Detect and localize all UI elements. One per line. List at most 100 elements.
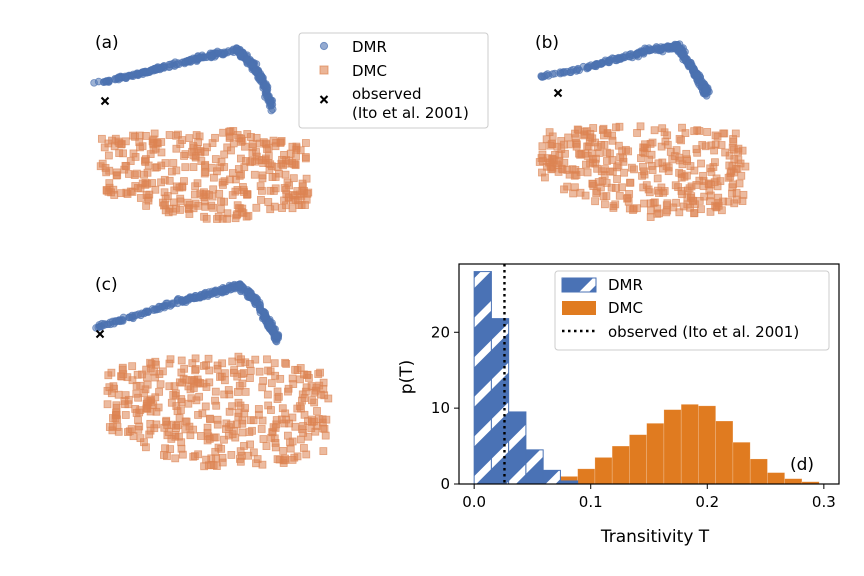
dmc-point — [257, 195, 265, 204]
dmc-point — [151, 185, 160, 194]
dmc-point — [134, 416, 142, 425]
dmc-point — [720, 129, 729, 138]
dmc-point — [271, 371, 280, 380]
dmc-point — [165, 382, 174, 391]
dmc-point — [243, 130, 252, 138]
dmc-point — [256, 182, 265, 191]
dmc-point — [227, 450, 236, 459]
histogram-frame — [458, 263, 840, 485]
dmc-point — [603, 148, 611, 157]
histogram-bar-dmc — [646, 423, 665, 484]
dmc-point — [151, 357, 160, 366]
histogram-bar-dmc — [767, 472, 785, 484]
dmc-point — [697, 159, 705, 168]
dmr-point — [160, 303, 169, 312]
dmc-point — [564, 133, 573, 142]
dmr-point — [701, 86, 710, 95]
dmc-point — [199, 379, 208, 388]
dmc-point — [248, 140, 257, 149]
dmc-point — [302, 383, 311, 392]
dmc-point — [237, 170, 245, 179]
dmc-point — [129, 432, 138, 441]
dmr-point — [652, 43, 661, 51]
dmc-point — [140, 438, 148, 447]
dmc-point — [252, 203, 261, 212]
dmc-point — [626, 178, 635, 187]
dmc-point — [302, 450, 311, 459]
dmc-point — [286, 444, 295, 453]
dmc-point — [613, 163, 621, 172]
dmc-point — [288, 142, 297, 151]
dmc-point — [258, 174, 267, 183]
x-tick-label: 0.2 — [695, 493, 719, 511]
dmc-point — [628, 163, 636, 172]
dmc-point — [186, 431, 195, 440]
dmc-point — [593, 187, 602, 196]
dmc-point — [259, 435, 268, 443]
dmc-point — [189, 151, 198, 160]
dmc-point — [620, 168, 629, 177]
dmc-point — [227, 146, 235, 155]
dmc-point — [678, 190, 686, 199]
dmc-point — [202, 361, 211, 369]
dmc-point — [615, 191, 624, 200]
dmc-point — [176, 197, 185, 206]
dmc-point — [655, 209, 663, 218]
dmc-point — [229, 139, 238, 148]
dmc-point — [686, 162, 695, 170]
dmc-point — [171, 454, 180, 463]
dmc-point — [297, 192, 306, 201]
histogram-bar-dmc — [594, 457, 613, 484]
dmc-point — [167, 434, 176, 443]
dmc-point — [288, 204, 297, 213]
dmc-point — [181, 163, 190, 172]
dmc-point — [278, 204, 286, 212]
dmc-point — [267, 433, 276, 442]
dmc-point — [165, 359, 174, 368]
dmc-point — [234, 409, 243, 417]
dmc-point — [602, 192, 611, 200]
dmc-point — [163, 421, 172, 429]
dmc-point — [593, 164, 602, 173]
dmc-point — [175, 378, 184, 387]
dmc-point — [712, 202, 721, 211]
dmc-point — [291, 422, 300, 431]
dmc-point — [319, 447, 328, 456]
dmc-point — [316, 368, 324, 377]
dmc-point — [301, 154, 310, 163]
dmc-point — [675, 208, 684, 217]
dmr-point — [180, 59, 189, 68]
dmc-point — [257, 425, 266, 433]
dmc-point — [184, 205, 193, 213]
dmc-point — [245, 428, 254, 437]
dmc-point — [228, 191, 237, 199]
dmc-point — [282, 359, 291, 368]
panel-label-b: (b) — [535, 33, 559, 53]
dmr-point — [246, 292, 255, 300]
dmc-point — [157, 178, 165, 187]
dmr-point — [256, 72, 265, 80]
dmc-point — [666, 147, 675, 156]
dmc-point — [555, 156, 564, 165]
dmc-point — [291, 160, 300, 169]
dmc-point — [180, 177, 188, 186]
dmc-point — [172, 424, 180, 432]
observed-marker — [95, 329, 105, 339]
dmr-point — [556, 69, 565, 78]
dmc-point — [118, 363, 127, 372]
dmc-point — [185, 422, 194, 431]
dmc-point — [574, 126, 583, 135]
dmr-point — [677, 50, 686, 59]
dmr-point — [166, 60, 175, 69]
hist-legend-dmc-label: DMC — [608, 299, 643, 317]
dmc-point — [150, 424, 159, 433]
dmc-point — [163, 452, 171, 461]
scatter-panel-c: (c) — [92, 275, 333, 471]
dmc-point — [670, 152, 679, 160]
dmr-points — [537, 40, 713, 100]
dmr-point — [207, 53, 216, 62]
dmc-point — [151, 393, 160, 402]
dmc-point — [234, 398, 243, 407]
dmc-point — [181, 150, 190, 159]
dmc-point — [253, 455, 262, 463]
